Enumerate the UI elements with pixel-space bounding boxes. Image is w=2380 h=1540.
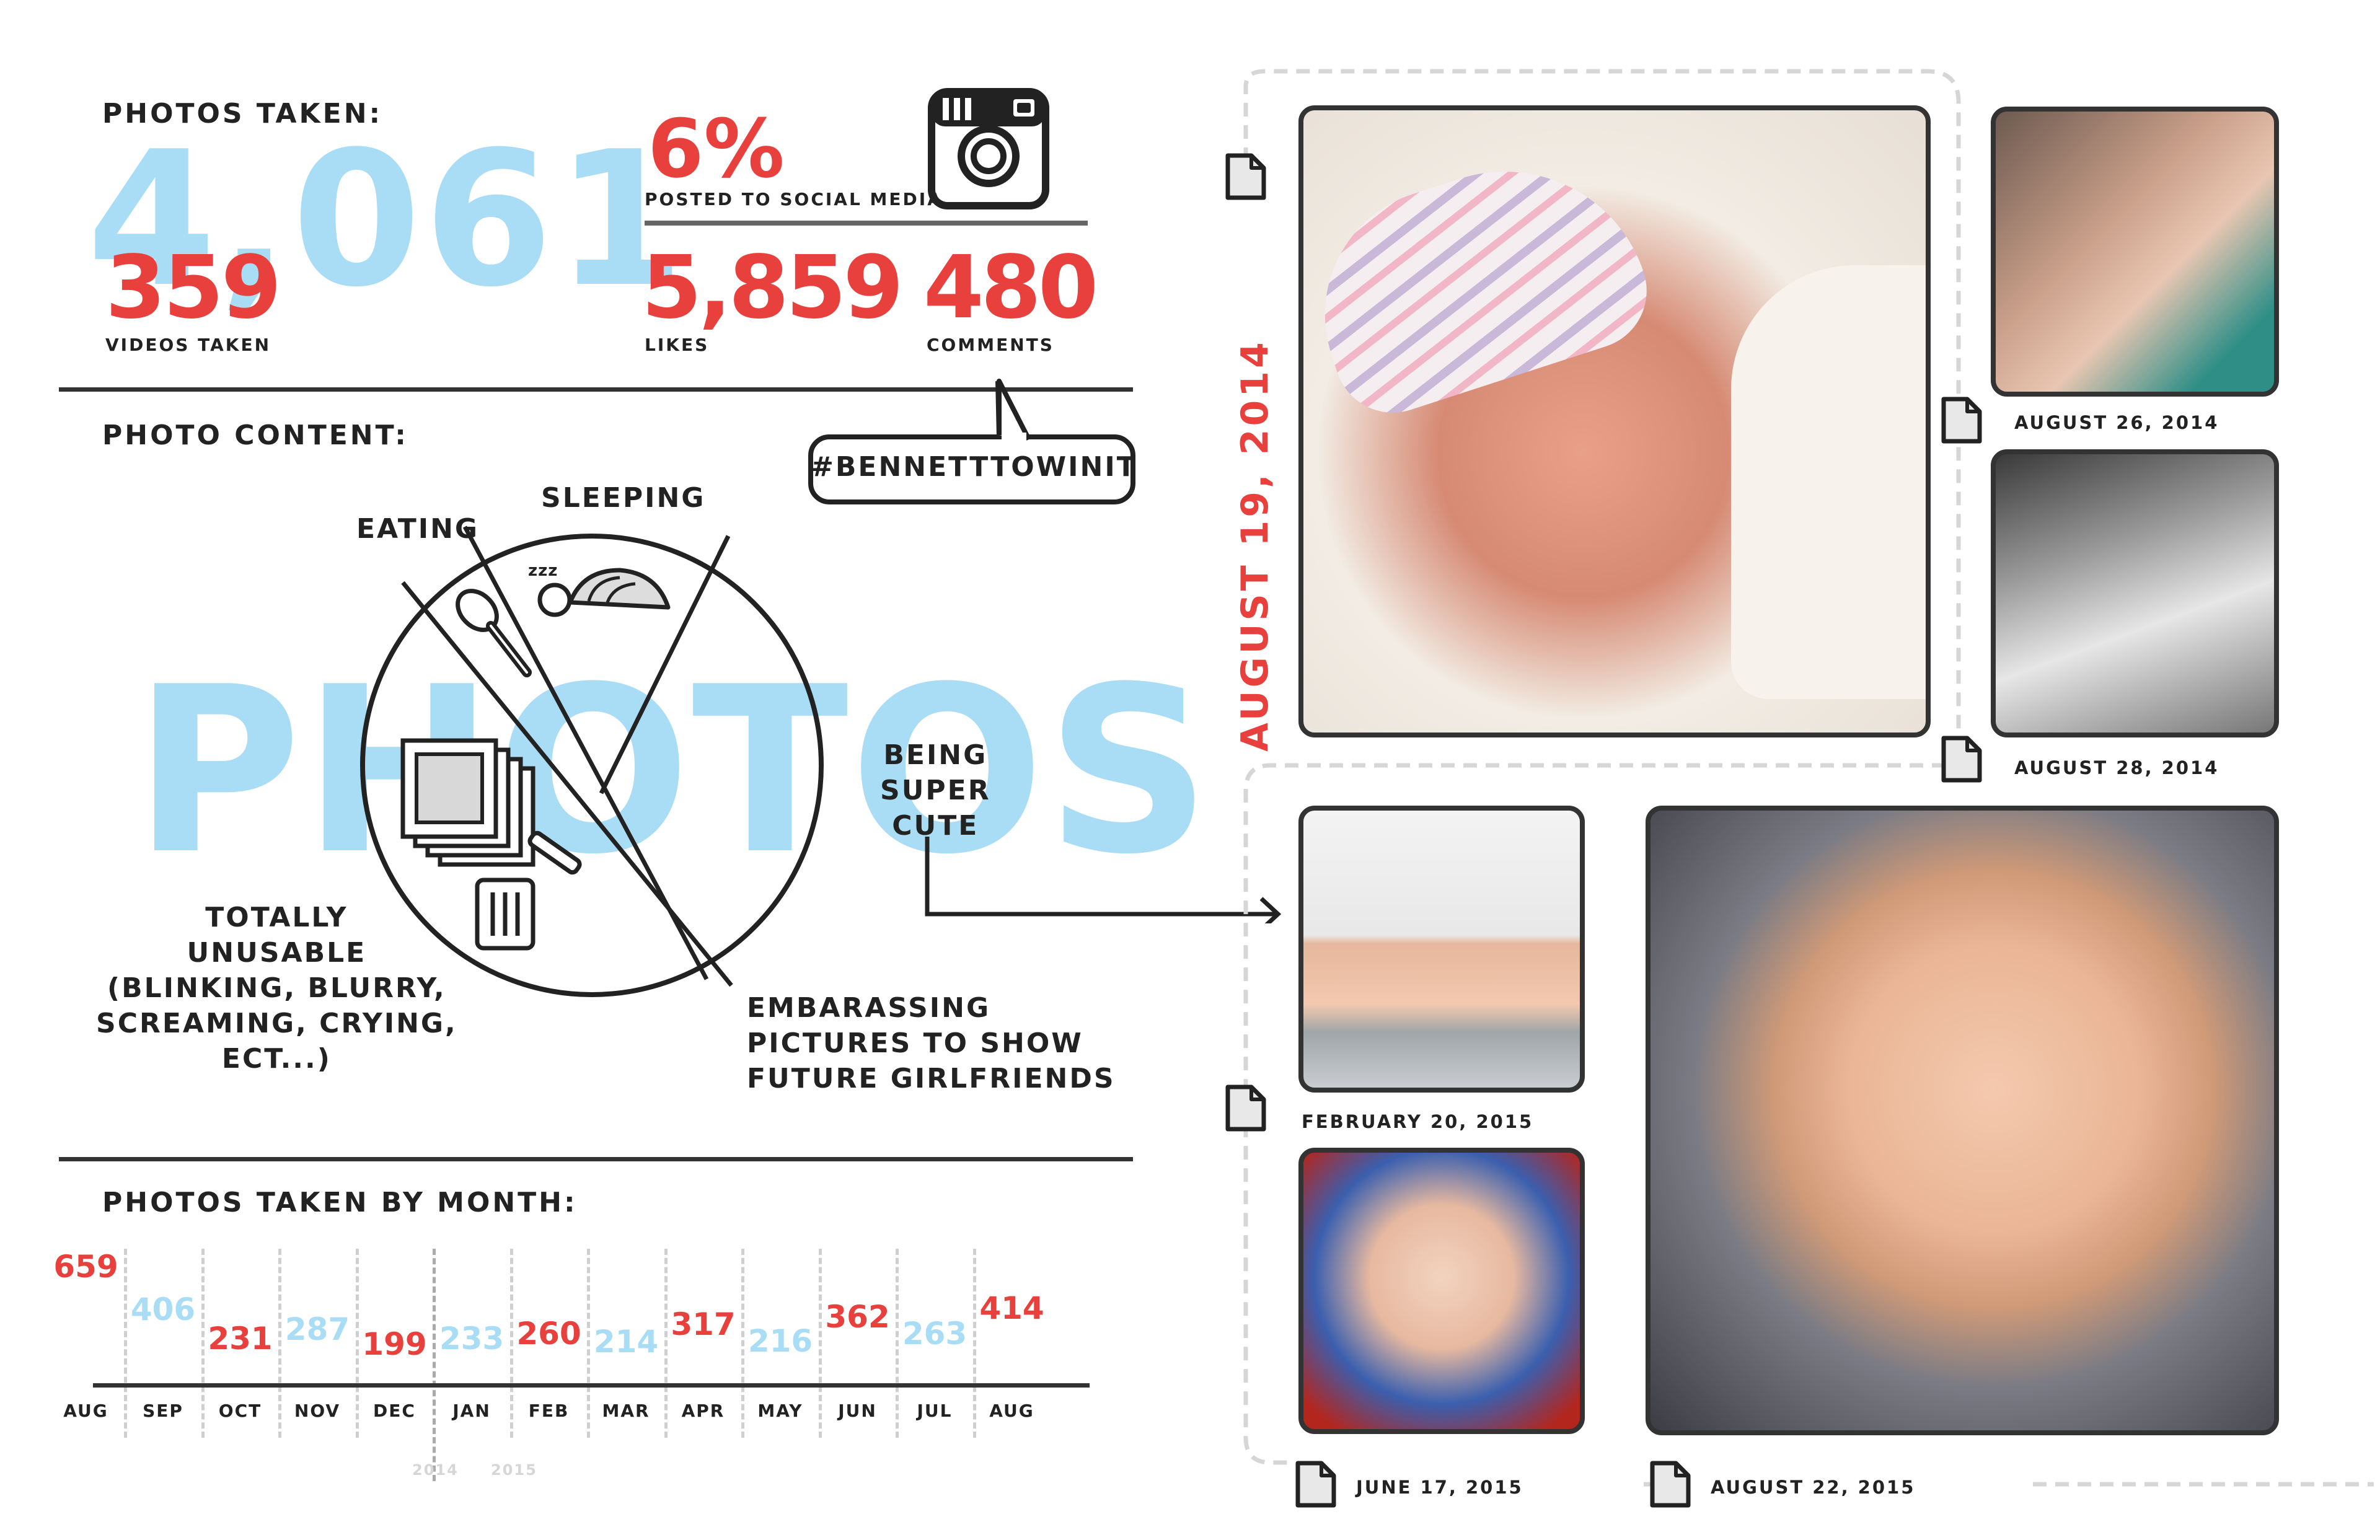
section-divider-top	[59, 387, 1133, 392]
month-label-sep: SEP	[143, 1401, 183, 1421]
likes-label: LIKES	[645, 335, 710, 355]
month-label-mar: MAR	[602, 1401, 650, 1421]
trash-icon	[475, 830, 582, 951]
month-label-may: MAY	[757, 1401, 803, 1421]
photo-dad-sleeping	[1991, 449, 2279, 737]
month-label-apr: APR	[681, 1401, 725, 1421]
label-unusable: TOTALLY UNUSABLE (BLINKING, BLURRY, SCRE…	[96, 902, 457, 1075]
month-separator	[355, 1249, 359, 1438]
date-feb20: FEBRUARY 20, 2015	[1302, 1111, 1534, 1132]
document-icon	[1224, 1083, 1267, 1133]
month-label-jan: JAN	[452, 1401, 491, 1421]
comments-label: COMMENTS	[927, 335, 1054, 355]
month-label-aug: AUG	[989, 1401, 1034, 1421]
social-percent: 6%	[648, 102, 785, 196]
month-separator	[896, 1249, 899, 1438]
month-separator	[972, 1249, 976, 1438]
year-2014: 2014	[412, 1461, 459, 1479]
date-jun17: JUNE 17, 2015	[1356, 1477, 1523, 1498]
month-value-jul: 263	[902, 1315, 967, 1352]
month-label-jul: JUL	[917, 1401, 953, 1421]
month-value-oct: 231	[208, 1321, 273, 1357]
month-value-feb: 260	[516, 1316, 581, 1352]
hashtag-text: #BENNETTTOWINIT	[811, 451, 1137, 483]
sleeping-baby-icon	[537, 568, 671, 617]
month-label-feb: FEB	[528, 1401, 570, 1421]
month-value-mar: 214	[593, 1323, 659, 1360]
spoon-icon	[456, 589, 532, 677]
month-value-jan: 233	[439, 1320, 505, 1357]
blanket	[1731, 265, 1926, 699]
month-label-nov: NOV	[294, 1401, 341, 1421]
document-icon	[1940, 734, 1983, 784]
month-value-dec: 199	[362, 1326, 427, 1362]
instagram-icon	[928, 88, 1049, 209]
comments-value: 480	[923, 237, 1098, 338]
hashtag-bubble	[808, 379, 1135, 504]
label-cute: BEING SUPER CUTE	[880, 739, 991, 842]
month-separator	[201, 1249, 205, 1438]
photos-background-word: PHOTOS	[133, 638, 1212, 905]
month-value-aug: 659	[53, 1249, 118, 1285]
month-separator	[433, 1249, 436, 1481]
likes-value: 5,859	[641, 237, 904, 338]
month-separator	[664, 1249, 668, 1438]
photo-content-heading: PHOTO CONTENT:	[102, 420, 408, 451]
document-icon	[1294, 1459, 1338, 1509]
date-aug26: AUGUST 26, 2014	[2014, 412, 2219, 433]
month-separator	[278, 1249, 282, 1438]
photo-baby-smiling	[1646, 806, 2279, 1435]
label-zzz: zzz	[528, 561, 558, 580]
photo-mom-kiss	[1991, 107, 2279, 397]
document-icon	[1649, 1459, 1692, 1509]
photo-newborn-sleeping	[1298, 105, 1931, 737]
month-value-aug: 414	[979, 1290, 1044, 1326]
month-value-jun: 362	[825, 1298, 890, 1335]
month-value-apr: 317	[671, 1306, 736, 1342]
label-eating: EATING	[356, 513, 480, 545]
month-label-oct: OCT	[218, 1401, 262, 1421]
social-label: POSTED TO SOCIAL MEDIA	[645, 189, 943, 209]
photo-stack-icon	[400, 738, 536, 867]
videos-taken-label: VIDEOS TAKEN	[105, 335, 271, 355]
month-label-dec: DEC	[373, 1401, 416, 1421]
main-date: AUGUST 19, 2014	[1233, 339, 1277, 752]
photo-content-pie	[360, 526, 824, 997]
month-label-aug: AUG	[63, 1401, 108, 1421]
section-divider-bottom	[59, 1157, 1133, 1161]
date-aug28: AUGUST 28, 2014	[2014, 757, 2219, 778]
month-axis-line	[93, 1383, 1090, 1388]
month-value-may: 216	[747, 1323, 813, 1360]
month-separator	[741, 1249, 745, 1438]
photo-baby-tub	[1298, 806, 1585, 1093]
label-embarassing: EMBARASSING PICTURES TO SHOW FUTURE GIRL…	[747, 992, 1116, 1094]
document-icon	[1224, 152, 1267, 201]
videos-taken-value: 359	[105, 237, 281, 338]
document-icon	[1940, 395, 1983, 445]
by-month-heading: PHOTOS TAKEN BY MONTH:	[102, 1187, 578, 1218]
month-label-jun: JUN	[838, 1401, 877, 1421]
label-sleeping: SLEEPING	[541, 482, 706, 514]
month-separator	[818, 1249, 822, 1438]
month-separator	[124, 1249, 128, 1438]
striped-hat	[1303, 133, 1662, 428]
month-value-nov: 287	[284, 1311, 350, 1348]
social-divider	[645, 221, 1088, 226]
year-2015: 2015	[491, 1461, 537, 1479]
month-value-sep: 406	[130, 1291, 196, 1327]
month-separator	[587, 1249, 591, 1438]
cute-arrow	[925, 837, 1282, 923]
date-aug22: AUGUST 22, 2015	[1711, 1477, 1916, 1498]
photos-taken-value: 4,061	[87, 112, 687, 328]
photo-baby-pacifier	[1298, 1148, 1585, 1434]
photos-taken-label: PHOTOS TAKEN:	[102, 98, 383, 130]
month-separator	[509, 1249, 513, 1438]
